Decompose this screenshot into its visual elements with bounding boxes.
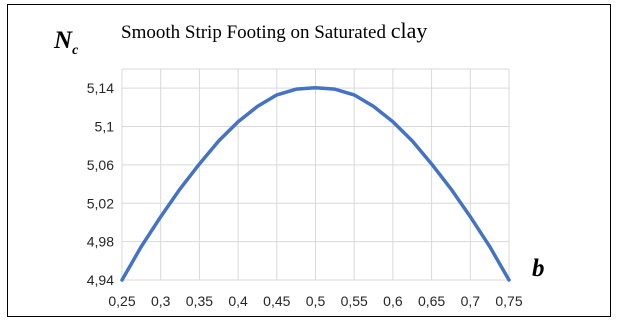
chart-title: Smooth Strip Footing on Saturated clay (121, 18, 427, 43)
series-line (120, 85, 511, 282)
x-tick-label: 0,6 (383, 293, 403, 309)
y-tick-label: 5,1 (95, 119, 115, 135)
chart-frame: 4,94 4,98 5,02 5,06 5,1 5,14 0,25 0,3 0,35 0,4 0,4… (7, 4, 611, 317)
y-tick-label: 5,06 (87, 157, 114, 173)
x-tick-label: 0,75 (495, 293, 522, 309)
y-tick-label: 4,94 (87, 272, 114, 288)
x-tick-label: 0,55 (341, 293, 368, 309)
x-tick-label: 0,35 (186, 293, 213, 309)
x-tick-label: 0,45 (263, 293, 290, 309)
y-tick-label: 4,98 (87, 234, 114, 250)
line-chart: 4,94 4,98 5,02 5,06 5,1 5,14 0,25 0,3 0,35 0,4 0,4… (53, 18, 545, 309)
y-tick-label: 5,14 (87, 80, 114, 96)
x-tick-label: 0,25 (108, 293, 135, 309)
x-tick-label: 0,65 (418, 293, 445, 309)
x-tick-label: 0,4 (228, 293, 248, 309)
x-tick-label: 0,3 (151, 293, 171, 309)
x-tick-label: 0,5 (306, 293, 326, 309)
y-axis-label: Nc (53, 27, 79, 58)
x-axis-label: b (532, 255, 545, 282)
series-layer (120, 85, 511, 282)
x-tick-label: 0,7 (461, 293, 481, 309)
grid-layer (121, 68, 510, 281)
tick-layer: 4,94 4,98 5,02 5,06 5,1 5,14 0,25 0,3 0,35 0,4 0,4… (87, 80, 523, 309)
y-tick-label: 5,02 (87, 195, 114, 211)
